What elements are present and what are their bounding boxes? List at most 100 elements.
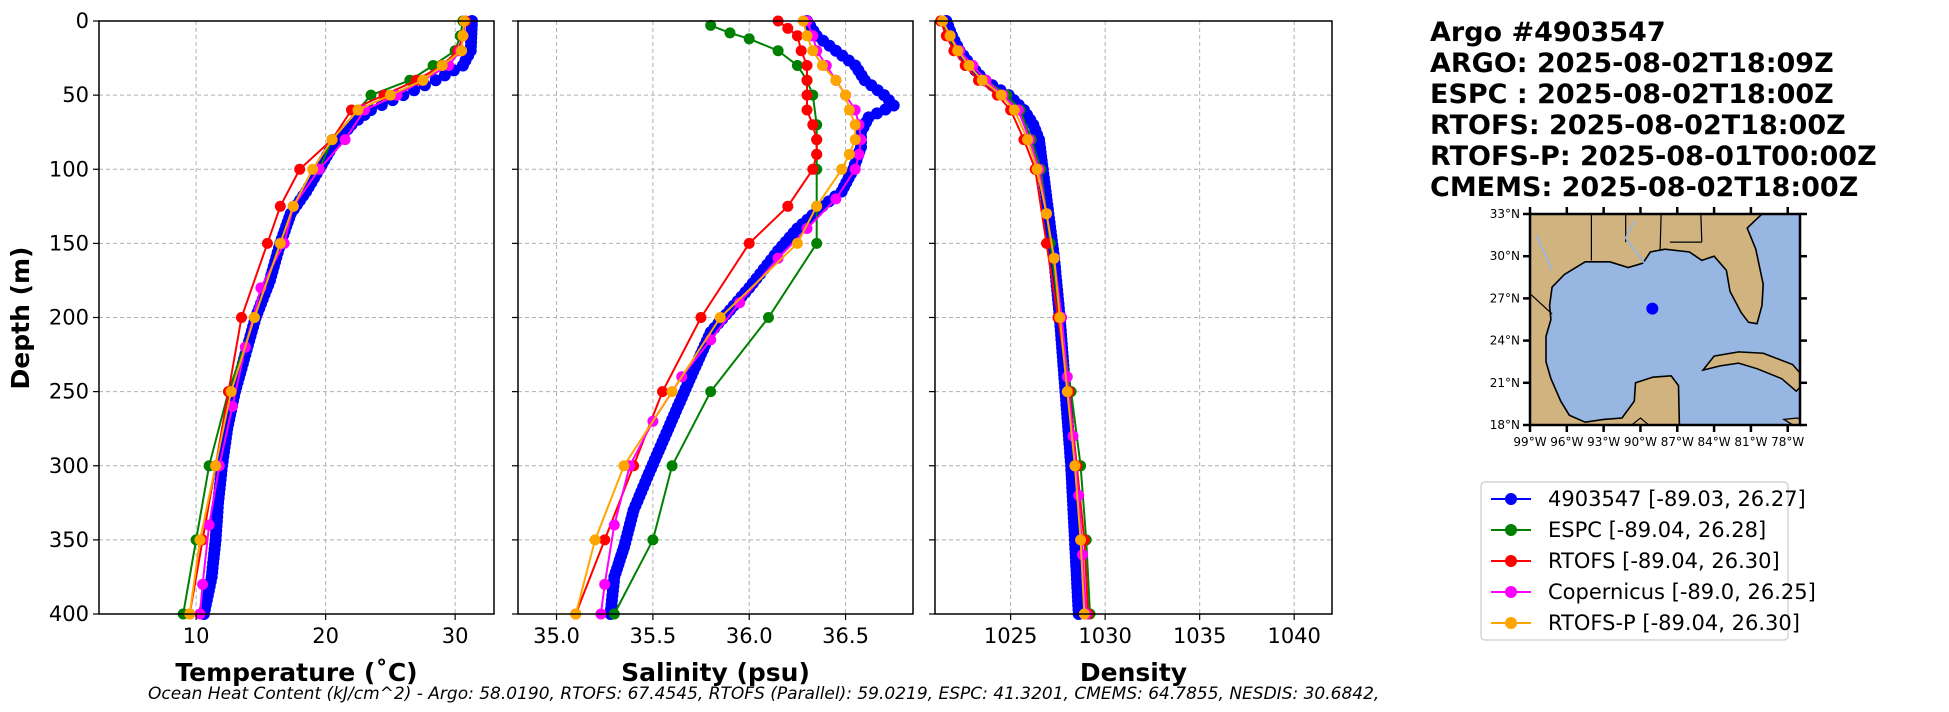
data-point-rtofs-p bbox=[843, 104, 855, 116]
y-tick-label: 250 bbox=[49, 380, 89, 404]
data-point-copernicus bbox=[1067, 430, 1079, 442]
x-tick-label: 20 bbox=[312, 624, 339, 648]
legend-marker bbox=[1505, 493, 1517, 505]
data-point-rtofs bbox=[1041, 237, 1052, 249]
data-point-espc bbox=[365, 89, 377, 101]
map-river bbox=[1535, 234, 1553, 271]
y-tick-label: 300 bbox=[49, 454, 89, 478]
data-point-rtofs-p bbox=[1054, 312, 1066, 323]
data-point-rtofs-p bbox=[849, 134, 861, 146]
legend-label: ESPC [-89.04, 26.28] bbox=[1548, 518, 1766, 542]
data-point-rtofs bbox=[236, 312, 247, 323]
x-tick-label: 10 bbox=[183, 624, 210, 648]
data-point-rtofs-p bbox=[963, 60, 975, 71]
data-point-4903547 bbox=[456, 59, 469, 72]
map-lon-label: 84°W bbox=[1698, 435, 1731, 449]
x-tick-label: 36.5 bbox=[822, 624, 869, 648]
data-point-rtofs-p bbox=[849, 119, 861, 131]
data-point-rtofs bbox=[782, 22, 794, 34]
data-point-rtofs bbox=[807, 163, 819, 175]
data-point-rtofs bbox=[811, 134, 823, 146]
x-axis-label-salinity: Salinity (psu) bbox=[621, 658, 810, 687]
data-point-rtofs-p bbox=[944, 30, 956, 42]
panel-temperature: 0 50 100 150 200 250 300 350 400 10 20 30 Temperatur… bbox=[49, 9, 495, 687]
data-point-rtofs bbox=[294, 163, 306, 175]
x-axis-label-density: Density bbox=[1080, 658, 1187, 687]
x-tick-label: 35.5 bbox=[629, 624, 676, 648]
legend-label: Copernicus [-89.0, 26.25] bbox=[1548, 580, 1816, 604]
y-tick-label: 400 bbox=[49, 602, 89, 626]
map-lon-label: 81°W bbox=[1734, 435, 1767, 449]
title-line: RTOFS-P: 2025-08-01T00:00Z bbox=[1430, 141, 1877, 172]
data-point-copernicus bbox=[1077, 549, 1088, 561]
y-tick-label: 200 bbox=[49, 306, 89, 330]
panel-density: 1025 1030 1035 1040 Density bbox=[929, 15, 1333, 687]
data-point-rtofs-p bbox=[952, 45, 964, 57]
series-line-espc bbox=[182, 20, 464, 615]
x-tick-label: 1040 bbox=[1267, 624, 1320, 648]
data-point-rtofs-p bbox=[1008, 104, 1020, 116]
data-point-rtofs-p bbox=[274, 237, 286, 249]
series-line-rtofs-p bbox=[941, 20, 1086, 615]
data-point-rtofs bbox=[801, 60, 813, 71]
data-point-rtofs bbox=[807, 119, 819, 131]
data-point-rtofs-p bbox=[456, 45, 468, 57]
map-lon-label: 96°W bbox=[1550, 435, 1583, 449]
data-point-rtofs-p bbox=[225, 386, 237, 398]
legend-entry: RTOFS [-89.04, 26.30] bbox=[1491, 549, 1780, 573]
data-point-rtofs-p bbox=[1069, 460, 1081, 472]
data-point-rtofs-p bbox=[436, 60, 448, 71]
title-line: ESPC : 2025-08-02T18:00Z bbox=[1430, 79, 1834, 110]
y-tick-label: 0 bbox=[76, 9, 89, 33]
x-tick-label: 35.0 bbox=[533, 624, 580, 648]
legend-marker bbox=[1505, 555, 1517, 567]
data-point-rtofs-p bbox=[840, 89, 852, 101]
data-point-copernicus bbox=[599, 578, 611, 590]
data-point-rtofs-p bbox=[417, 74, 429, 86]
map-cuba bbox=[1701, 351, 1800, 393]
data-point-espc bbox=[705, 19, 717, 31]
map-lat-label: 33°N bbox=[1490, 207, 1520, 221]
data-point-rtofs bbox=[791, 30, 803, 42]
title-line: ARGO: 2025-08-02T18:09Z bbox=[1430, 48, 1834, 79]
legend: 4903547 [-89.03, 26.27] ESPC [-89.04, 26.… bbox=[1480, 481, 1816, 641]
data-point-rtofs bbox=[657, 386, 668, 398]
data-point-rtofs-p bbox=[1022, 134, 1034, 146]
series-line-rtofs bbox=[188, 20, 467, 615]
data-point-rtofs-p bbox=[843, 148, 855, 160]
data-point-rtofs-p bbox=[307, 163, 319, 175]
title-line: Argo #4903547 bbox=[1430, 17, 1666, 48]
data-point-rtofs bbox=[811, 148, 823, 160]
data-point-rtofs-p bbox=[457, 30, 469, 42]
panel-salinity: 35.0 35.5 36.0 36.5 Salinity (psu) bbox=[512, 15, 914, 687]
data-point-rtofs-p bbox=[326, 134, 338, 146]
legend-entry: Copernicus [-89.0, 26.25] bbox=[1491, 580, 1816, 604]
x-tick-label: 30 bbox=[442, 624, 469, 648]
data-point-rtofs-p bbox=[210, 460, 222, 472]
data-point-4903547 bbox=[375, 99, 388, 111]
data-point-rtofs-p bbox=[791, 237, 803, 249]
data-point-rtofs-p bbox=[287, 200, 299, 212]
data-point-rtofs bbox=[695, 312, 707, 323]
data-point-rtofs-p bbox=[1031, 163, 1043, 175]
data-point-rtofs bbox=[801, 74, 813, 86]
data-point-rtofs bbox=[782, 200, 794, 212]
title-line: RTOFS: 2025-08-02T18:00Z bbox=[1430, 110, 1846, 141]
data-point-rtofs-p bbox=[1048, 252, 1060, 264]
legend-label: RTOFS-P [-89.04, 26.30] bbox=[1548, 611, 1800, 635]
data-point-copernicus bbox=[226, 400, 238, 412]
map-lat-label: 24°N bbox=[1490, 334, 1520, 348]
data-point-rtofs-p bbox=[811, 200, 823, 212]
data-point-copernicus bbox=[772, 252, 784, 264]
y-axis-label: Depth (m) bbox=[6, 247, 35, 390]
data-point-copernicus bbox=[1061, 371, 1073, 383]
data-point-rtofs-p bbox=[807, 45, 819, 57]
data-point-rtofs bbox=[801, 89, 813, 101]
data-point-rtofs bbox=[599, 534, 611, 546]
legend-label: 4903547 [-89.03, 26.27] bbox=[1548, 487, 1806, 511]
data-point-rtofs-p bbox=[384, 89, 396, 101]
map-lon-label: 93°W bbox=[1587, 435, 1620, 449]
x-tick-label: 1035 bbox=[1173, 624, 1226, 648]
data-point-rtofs-p bbox=[830, 74, 842, 86]
